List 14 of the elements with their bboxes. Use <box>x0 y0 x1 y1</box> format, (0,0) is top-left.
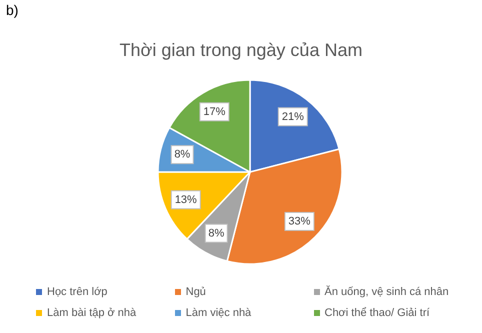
data-label: 8% <box>174 148 190 161</box>
data-label: 13% <box>174 194 198 206</box>
data-label: 33% <box>288 215 311 228</box>
legend-label: Học trên lớp <box>47 286 108 298</box>
legend-label: Làm việc nhà <box>186 307 252 319</box>
text: b) <box>6 2 18 18</box>
data-label: 17% <box>203 106 226 118</box>
legend-label: Chơi thể thao/ Giải trí <box>324 307 430 319</box>
legend-label: Ngủ <box>186 286 206 298</box>
legend-label: Ăn uống, vệ sinh cá nhân <box>324 286 449 298</box>
data-label: 21% <box>282 110 304 123</box>
chart-title: Thời gian trong ngày của Nam <box>118 40 364 61</box>
data-label: 8% <box>208 227 224 240</box>
legend-label: Làm bài tập ở nhà <box>47 307 136 319</box>
